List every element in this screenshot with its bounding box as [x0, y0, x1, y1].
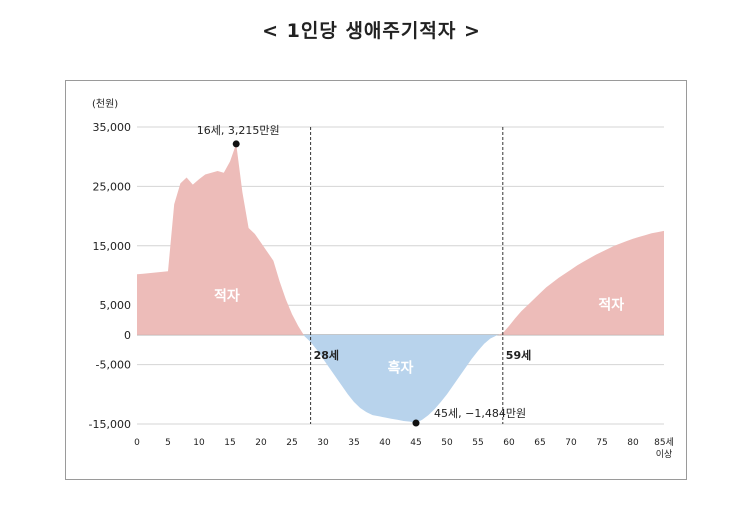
x-tick-label: 35: [348, 438, 359, 448]
peak-surplus-annotation: 45세, −1,484만원: [434, 407, 526, 420]
axes: 35,000 25,000 15,000 5,000 0 -5,000 -15,000 (천원…: [89, 98, 674, 460]
x-tick-label: 45: [410, 438, 421, 448]
x-tick-label: 70: [565, 438, 577, 448]
y-tick-label: 25,000: [93, 180, 132, 193]
x-tick-label: 85세: [654, 437, 674, 448]
y-tick-label: 35,000: [93, 121, 132, 134]
peak-deficit-annotation: 16세, 3,215만원: [197, 124, 280, 137]
deficit-label-elderly: 적자: [598, 296, 624, 313]
x-tick-label: 30: [317, 438, 329, 448]
x-tick-label: 55: [472, 438, 483, 448]
surplus-area: [303, 334, 499, 423]
deficit-area: [498, 230, 664, 335]
x-tick-label: 25: [286, 438, 297, 448]
x-tick-label: 65: [534, 438, 545, 448]
deficit-area: [137, 143, 304, 335]
x-tick-label: 20: [255, 438, 267, 448]
chart-frame: 35,000 25,000 15,000 5,000 0 -5,000 -15,000 (천원…: [65, 80, 687, 480]
x-tick-label: 60: [503, 438, 515, 448]
age-dividers: [310, 127, 504, 424]
age-divider-label: 59세: [506, 348, 531, 362]
x-tick-label: 5: [165, 438, 171, 448]
age-divider-label: 28세: [314, 348, 339, 362]
page-title: < 1인당 생애주기적자 >: [262, 20, 481, 42]
y-axis-unit: (천원): [92, 98, 118, 110]
x-tick-label: 15: [224, 438, 235, 448]
x-tick-label: 10: [193, 438, 205, 448]
surplus-label: 흑자: [388, 359, 414, 376]
y-tick-label: -15,000: [89, 418, 131, 431]
x-tick-label: 40: [379, 438, 391, 448]
deficit-label-youth: 적자: [214, 287, 240, 304]
x-tick-label: 75: [596, 438, 607, 448]
area-series: [137, 143, 664, 423]
x-tick-label: 80: [627, 438, 639, 448]
lifecycle-deficit-chart: 35,000 25,000 15,000 5,000 0 -5,000 -15,000 (천원…: [89, 98, 674, 460]
x-tick-label: 0: [134, 438, 140, 448]
peak-deficit-point: [232, 140, 240, 148]
x-tick-label: 50: [441, 438, 453, 448]
y-tick-label: 5,000: [100, 299, 132, 312]
peak-surplus-point: [412, 419, 420, 427]
y-tick-label: -5,000: [96, 359, 131, 372]
y-tick-label: 15,000: [93, 240, 132, 253]
x-tick-sublabel: 이상: [656, 449, 673, 460]
y-tick-label: 0: [124, 329, 131, 342]
